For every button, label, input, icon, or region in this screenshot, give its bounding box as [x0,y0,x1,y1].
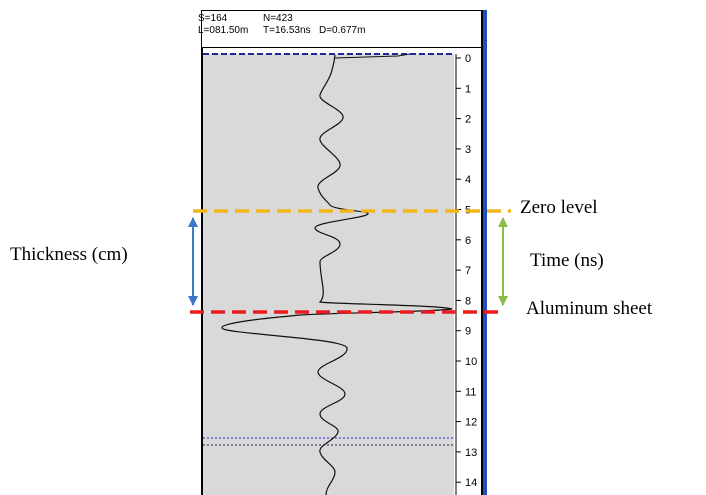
vertical-scrollbar[interactable] [483,10,487,495]
scale-ticks: 01234567891011121314 [456,53,477,489]
info-header: S=164 L=081.50m N=423 T=16.53ns D=0.677m [198,10,482,48]
panel-right-border [481,10,483,495]
radar-waveform [221,54,453,495]
scale-tick-label: 11 [465,386,476,398]
d-value: D=0.677m [319,25,366,36]
scale-tick-label: 7 [465,265,471,277]
scale-tick-label: 4 [465,174,471,186]
radar-trace-plot [203,54,454,495]
scale-tick-label: 8 [465,295,471,307]
scale-tick-label: 13 [465,447,477,459]
scale-tick-label: 10 [465,356,477,368]
scale-tick-label: 9 [465,326,471,338]
scale-tick-label: 1 [465,83,471,95]
n-value: N=423 [263,13,293,24]
scale-tick-label: 12 [465,417,477,429]
l-value: L=081.50m [198,25,249,36]
aluminum-sheet-label: Aluminum sheet [526,298,653,319]
panel-left-border [201,48,203,495]
scale-tick-label: 0 [465,53,471,65]
scale-tick-label: 2 [465,114,471,126]
t-value: T=16.53ns [263,25,311,36]
time-label: Time (ns) [530,250,604,271]
scale-tick-label: 14 [465,477,477,489]
zero-level-label: Zero level [520,197,598,218]
scale-tick-label: 6 [465,235,471,247]
thickness-label: Thickness (cm) [10,244,128,265]
scale-tick-label: 3 [465,144,471,156]
waveform-top-flick [334,53,411,59]
s-value: S=164 [198,13,228,24]
